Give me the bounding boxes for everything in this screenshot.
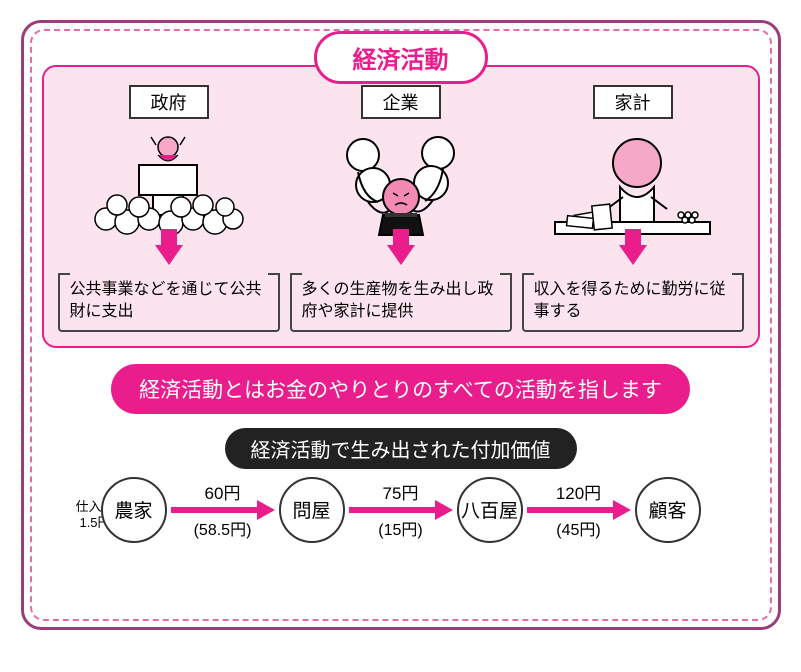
col-label-company: 企業 [361,85,441,119]
col-company: 企業 多くの生産物を生み出し政 [290,85,512,332]
value-chain: 農家 60円 (58.5円) 問屋 75円 (15円) 八百屋 120円 (45… [42,477,760,543]
desc-household: 収入を得るために勤労に従事する [522,273,744,332]
node-customer: 顧客 [635,477,701,543]
link-price: 75円 [383,479,419,504]
col-household: 家計 [522,85,744,332]
arrow-right-icon [527,502,631,518]
col-government: 政府 [58,85,280,332]
link-3: 120円 (45円) [527,479,631,540]
actors-panel: 政府 [42,65,760,348]
desc-company: 多くの生産物を生み出し政府や家計に提供 [290,273,512,332]
definition-banner: 経済活動とはお金のやりとりのすべての活動を指します [111,364,690,414]
main-title: 経済活動 [353,47,449,74]
illustration-household [522,125,744,237]
link-price: 60円 [205,479,241,504]
link-margin: (15円) [378,516,422,540]
node-greengrocer: 八百屋 [457,477,523,543]
link-1: 60円 (58.5円) [171,479,275,540]
main-title-pill: 経済活動 [314,31,488,84]
infographic-frame: 経済活動 政府 [21,20,781,630]
arrow-right-icon [171,502,275,518]
desc-government: 公共事業などを通じて公共財に支出 [58,273,280,332]
arrow-right-icon [349,502,453,518]
link-margin: (58.5円) [194,516,252,540]
node-wholesaler: 問屋 [279,477,345,543]
illustration-government [58,125,280,237]
col-label-household: 家計 [593,85,673,119]
arrow-down-icon [619,245,647,265]
node-farmer: 農家 [101,477,167,543]
arrow-down-icon [387,245,415,265]
col-label-government: 政府 [129,85,209,119]
link-margin: (45円) [556,516,600,540]
arrow-down-icon [155,245,183,265]
link-2: 75円 (15円) [349,479,453,540]
value-added-title: 経済活動で生み出された付加価値 [225,428,577,469]
link-price: 120円 [556,479,601,504]
illustration-company [290,125,512,237]
